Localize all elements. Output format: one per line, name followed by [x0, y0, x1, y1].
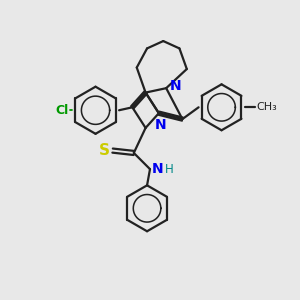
Text: N: N	[154, 118, 166, 133]
Text: CH₃: CH₃	[256, 102, 277, 112]
Text: N: N	[152, 162, 163, 176]
Text: S: S	[99, 143, 110, 158]
Text: Cl: Cl	[55, 104, 68, 117]
Text: H: H	[165, 163, 174, 176]
Text: N: N	[170, 79, 182, 93]
